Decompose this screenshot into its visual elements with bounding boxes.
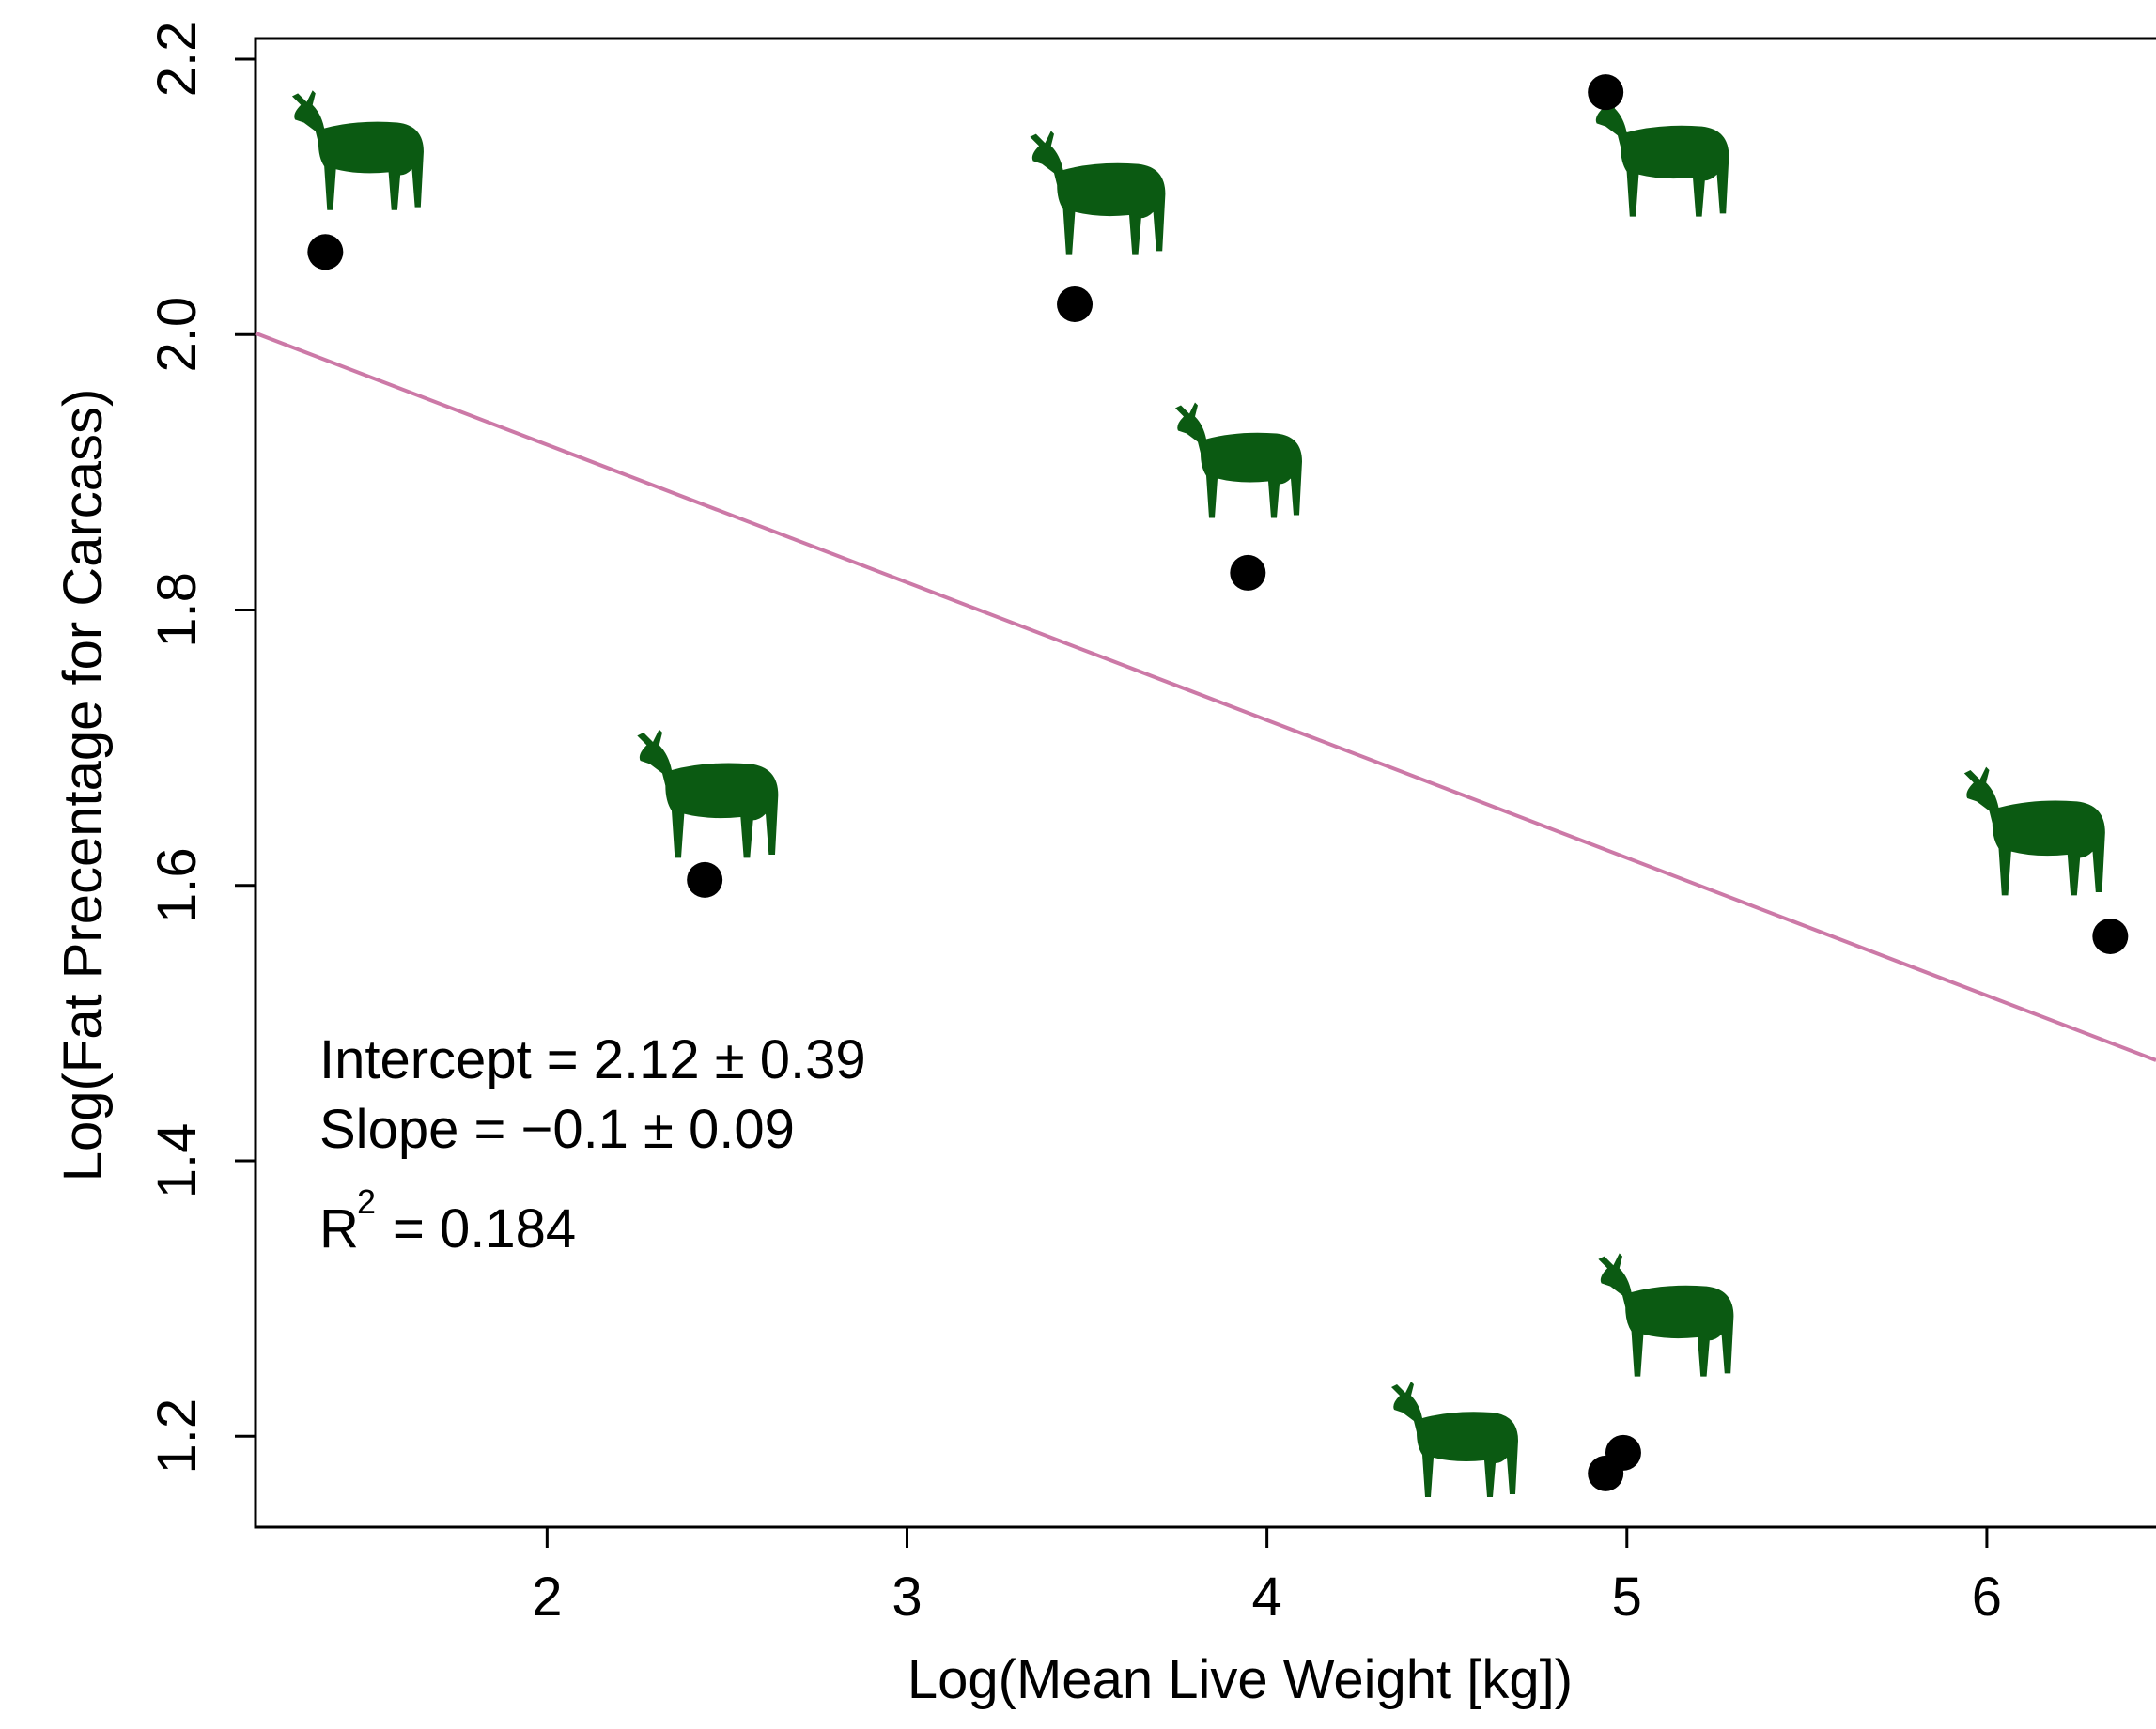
silhouettes	[292, 90, 2105, 1497]
y-tick-label: 1.6	[147, 847, 208, 923]
y-tick-label: 1.4	[147, 1123, 208, 1199]
point	[1230, 555, 1265, 591]
chart: Log(Mean Live Weight [kg]) Log(Fat Prece…	[0, 0, 2156, 1729]
annotation: R	[319, 1198, 359, 1259]
y-tick-label: 1.2	[147, 1398, 208, 1474]
silhouette	[1593, 93, 1729, 216]
silhouette	[292, 90, 424, 210]
y-tick-label: 2.2	[147, 22, 208, 98]
x-tick-label: 4	[1252, 1567, 1282, 1628]
silhouette	[1391, 1382, 1518, 1497]
silhouette	[637, 730, 778, 858]
x-tick-label: 2	[532, 1567, 562, 1628]
silhouette	[1175, 403, 1302, 518]
point	[687, 862, 722, 898]
x-axis-title: Log(Mean Live Weight [kg])	[907, 1649, 1573, 1710]
point	[2092, 919, 2128, 954]
x-tick-label: 5	[1612, 1567, 1642, 1628]
point	[1588, 74, 1623, 110]
point	[1605, 1435, 1641, 1471]
y-tick-label: 1.8	[147, 572, 208, 648]
y-tick-label: 2.0	[147, 297, 208, 373]
point	[1057, 286, 1093, 322]
annotation: Slope = −0.1 ± 0.09	[319, 1099, 795, 1160]
annotation: Intercept = 2.12 ± 0.39	[319, 1029, 866, 1090]
annotation: = 0.184	[393, 1198, 576, 1259]
silhouette	[1030, 131, 1165, 254]
x-tick-label: 3	[892, 1567, 922, 1628]
x-tick-label: 6	[1972, 1567, 2002, 1628]
annotation: 2	[357, 1182, 376, 1221]
y-axis-title: Log(Fat Precentage for Carcass)	[53, 389, 114, 1182]
plot-frame	[256, 39, 2156, 1527]
page: Log(Mean Live Weight [kg]) Log(Fat Prece…	[0, 0, 2156, 1729]
silhouette	[1598, 1253, 1733, 1376]
point	[307, 234, 343, 270]
silhouette	[1964, 767, 2105, 896]
